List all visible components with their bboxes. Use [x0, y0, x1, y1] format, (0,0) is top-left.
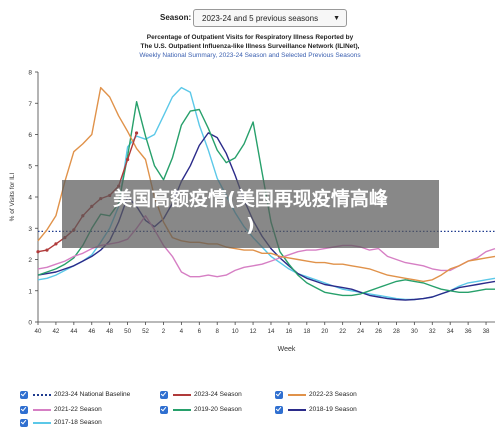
x-tick-label: 42 — [52, 328, 59, 335]
series-point-2023-24-season — [54, 242, 58, 246]
caption-overlay-band — [62, 180, 439, 248]
x-tick-label: 22 — [339, 328, 346, 335]
legend-swatch-2018-19 — [288, 409, 306, 411]
x-tick-label: 32 — [429, 328, 436, 335]
legend-item-2023-24[interactable]: 2023-24 Season — [160, 389, 280, 401]
checkbox-checked-icon[interactable] — [160, 406, 168, 414]
x-axis-title: Week — [278, 346, 296, 353]
x-tick-label: 44 — [70, 328, 77, 335]
caption-overlay-text: 美国高额疫情(美国再现疫情高峰 ) — [62, 186, 439, 238]
x-tick-label: 4 — [180, 328, 184, 335]
caption-overlay-line-1: 美国高额疫情(美国再现疫情高峰 — [113, 188, 388, 210]
y-tick-label: 6 — [28, 132, 32, 139]
legend-label-baseline: 2023-24 National Baseline — [54, 391, 131, 398]
x-tick-label: 10 — [232, 328, 239, 335]
series-point-2023-24-season — [134, 131, 139, 135]
x-tick-label: 8 — [215, 328, 219, 335]
x-tick-label: 30 — [411, 328, 418, 335]
chart-title-line-3: Weekly National Summary, 2023-24 Season … — [139, 52, 361, 59]
x-tick-label: 14 — [268, 328, 275, 335]
legend-item-2017-18[interactable]: 2017-18 Season — [20, 417, 140, 429]
legend-label-2023-24: 2023-24 Season — [194, 391, 242, 398]
x-tick-label: 40 — [35, 328, 42, 335]
y-tick-label: 0 — [28, 320, 32, 327]
chart-title-block: Percentage of Outpatient Visits for Resp… — [0, 33, 500, 60]
legend-item-2021-22[interactable]: 2021-22 Season — [20, 404, 140, 416]
legend-item-baseline[interactable]: 2023-24 National Baseline — [20, 389, 165, 401]
x-tick-label: 50 — [124, 328, 131, 335]
checkbox-checked-icon[interactable] — [160, 391, 168, 399]
x-tick-label: 34 — [447, 328, 454, 335]
chart-title-line-2: The U.S. Outpatient Influenza-like Illne… — [140, 43, 360, 50]
legend-item-2019-20[interactable]: 2019-20 Season — [160, 404, 280, 416]
x-tick-label: 16 — [285, 328, 292, 335]
legend-label-2021-22: 2021-22 Season — [54, 406, 102, 413]
y-tick-label: 2 — [28, 257, 32, 264]
y-tick-label: 5 — [28, 163, 32, 170]
series-point-2023-24-season — [45, 248, 49, 252]
legend-swatch-2019-20 — [173, 409, 191, 411]
legend-swatch-baseline — [33, 394, 51, 396]
legend-label-2019-20: 2019-20 Season — [194, 406, 242, 413]
legend-label-2017-18: 2017-18 Season — [54, 419, 102, 426]
caption-overlay-line-2: ) — [246, 214, 255, 236]
season-dropdown-value: 2023-24 and 5 previous seasons — [202, 14, 319, 23]
y-tick-label: 3 — [28, 226, 32, 233]
x-tick-label: 28 — [393, 328, 400, 335]
x-tick-label: 20 — [321, 328, 328, 335]
y-tick-label: 4 — [28, 195, 32, 202]
season-label: Season: — [160, 13, 192, 22]
series-point-2023-24-season — [36, 250, 40, 254]
legend-item-2018-19[interactable]: 2018-19 Season — [275, 404, 395, 416]
chart-title-line-1: Percentage of Outpatient Visits for Resp… — [146, 34, 354, 41]
checkbox-checked-icon[interactable] — [275, 406, 283, 414]
x-tick-label: 52 — [142, 328, 149, 335]
checkbox-checked-icon[interactable] — [275, 391, 283, 399]
x-tick-label: 36 — [465, 328, 472, 335]
checkbox-checked-icon[interactable] — [20, 391, 28, 399]
x-tick-label: 6 — [198, 328, 202, 335]
checkbox-checked-icon[interactable] — [20, 406, 28, 414]
x-tick-label: 12 — [250, 328, 257, 335]
x-tick-label: 26 — [375, 328, 382, 335]
y-axis-title: % of Visits for ILI — [9, 172, 16, 221]
x-tick-label: 46 — [88, 328, 95, 335]
checkbox-checked-icon[interactable] — [20, 419, 28, 427]
legend-swatch-2021-22 — [33, 409, 51, 411]
x-tick-label: 48 — [106, 328, 113, 335]
y-tick-label: 1 — [28, 288, 32, 295]
legend-label-2018-19: 2018-19 Season — [309, 406, 357, 413]
y-tick-label: 7 — [28, 101, 32, 108]
y-tick-label: 8 — [28, 70, 32, 77]
series-line-2022-23-season — [37, 86, 496, 283]
x-tick-label: 2 — [162, 328, 166, 335]
legend-item-2022-23[interactable]: 2022-23 Season — [275, 389, 395, 401]
legend-label-2022-23: 2022-23 Season — [309, 391, 357, 398]
x-tick-label: 18 — [303, 328, 310, 335]
chevron-down-icon: ▼ — [333, 15, 340, 22]
legend-swatch-2023-24 — [173, 394, 191, 396]
season-dropdown[interactable]: 2023-24 and 5 previous seasons ▼ — [193, 9, 347, 27]
legend-swatch-2017-18 — [33, 422, 51, 424]
series-point-2023-24-season — [126, 157, 130, 162]
season-selector-row: Season: 2023-24 and 5 previous seasons ▼ — [0, 8, 500, 30]
legend-swatch-2022-23 — [288, 394, 306, 396]
x-tick-label: 24 — [357, 328, 364, 335]
x-tick-label: 38 — [483, 328, 490, 335]
